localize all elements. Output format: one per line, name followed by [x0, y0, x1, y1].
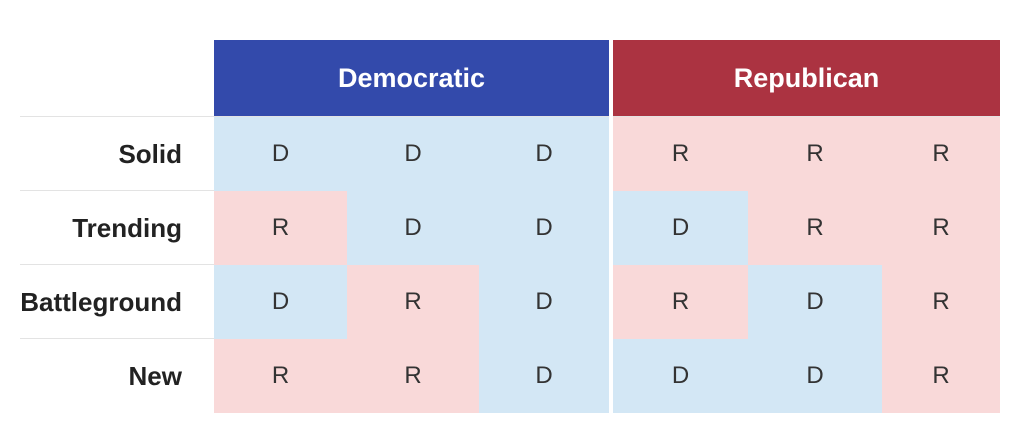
grid-cell: D	[347, 117, 479, 191]
grid-cell: D	[479, 117, 609, 191]
grid-cell: D	[613, 191, 748, 265]
column-header-democratic: Democratic	[214, 40, 609, 116]
grid-cell: R	[613, 117, 748, 191]
row-label-battleground: Battleground	[20, 286, 182, 317]
grid-cell: R	[347, 339, 479, 413]
grid-cell: D	[347, 191, 479, 265]
grid-cell: R	[882, 117, 1000, 191]
grid-cell: R	[882, 265, 1000, 339]
grid-cell: D	[214, 117, 347, 191]
row-label-trending: Trending	[72, 212, 182, 243]
row-label-new: New	[128, 360, 182, 391]
grid-cell: D	[479, 339, 609, 413]
grid-cell: R	[882, 339, 1000, 413]
grid-cell: R	[347, 265, 479, 339]
row-divider	[20, 116, 1000, 117]
grid-cell: D	[479, 265, 609, 339]
grid-cell: D	[479, 191, 609, 265]
grid-cell: R	[214, 339, 347, 413]
grid-cell: R	[748, 191, 882, 265]
grid-cell: R	[613, 265, 748, 339]
grid-cell: D	[748, 339, 882, 413]
grid-cell: R	[214, 191, 347, 265]
grid-cell: D	[214, 265, 347, 339]
grid-cell: R	[748, 117, 882, 191]
grid-cell: R	[882, 191, 1000, 265]
row-label-solid: Solid	[118, 138, 182, 169]
grid-cell: D	[748, 265, 882, 339]
column-header-republican: Republican	[613, 40, 1000, 116]
party-divider	[609, 40, 613, 412]
grid-cell: D	[613, 339, 748, 413]
